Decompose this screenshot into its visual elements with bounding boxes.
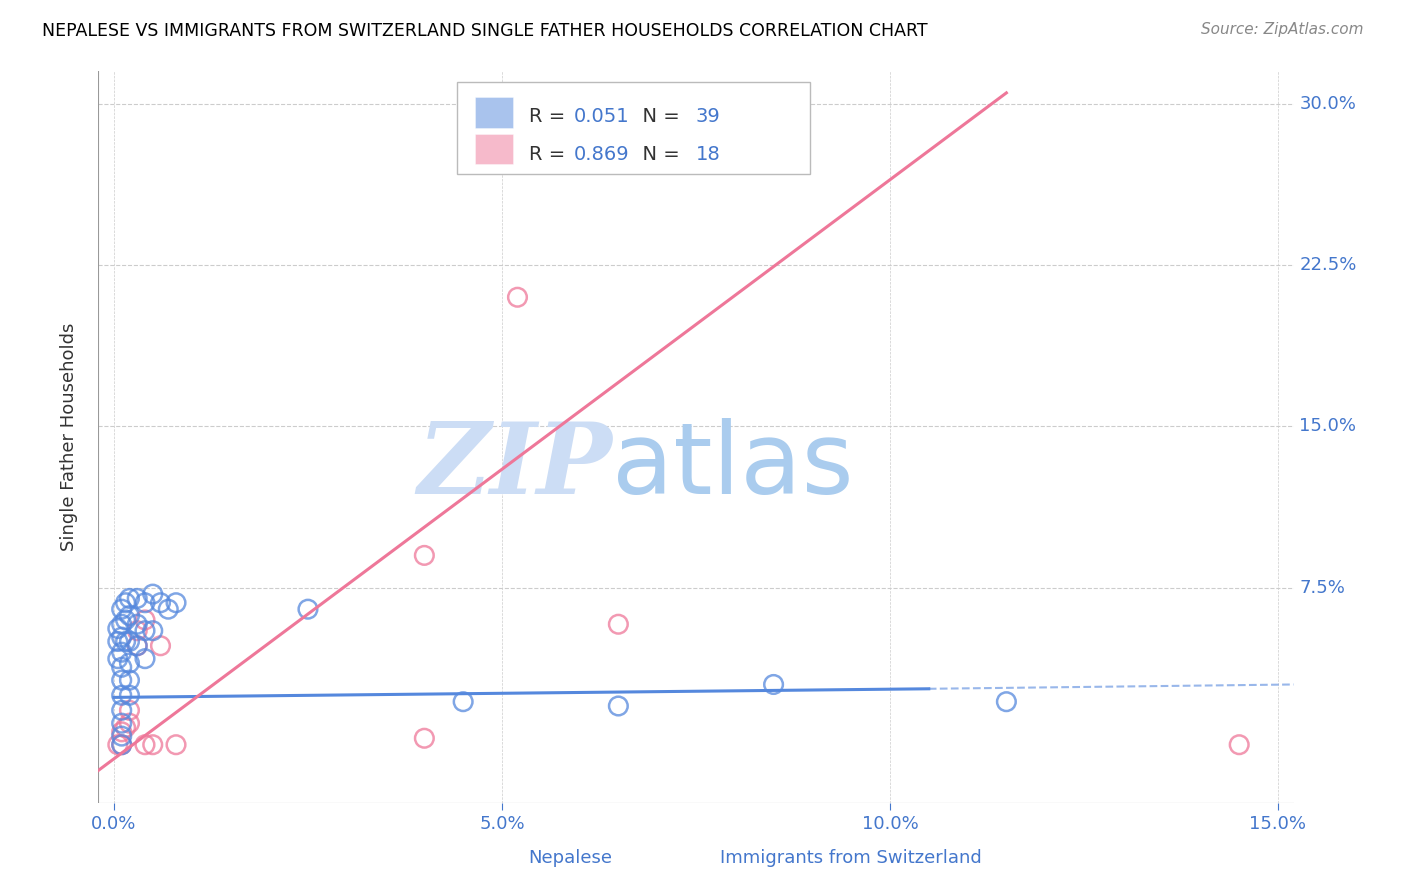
Point xyxy=(134,596,156,610)
Point xyxy=(645,107,668,121)
Text: Immigrants from Switzerland: Immigrants from Switzerland xyxy=(720,848,981,867)
Point xyxy=(127,639,149,653)
Point xyxy=(111,716,134,731)
Point xyxy=(111,738,134,752)
Point xyxy=(127,591,149,606)
Point xyxy=(157,602,180,616)
FancyBboxPatch shape xyxy=(682,846,713,870)
Point xyxy=(118,656,141,670)
Text: 30.0%: 30.0% xyxy=(1299,95,1357,112)
Point xyxy=(111,660,134,674)
Point xyxy=(107,651,129,665)
Point xyxy=(111,724,134,739)
Text: Nepalese: Nepalese xyxy=(529,848,613,867)
Point xyxy=(297,602,319,616)
Text: Source: ZipAtlas.com: Source: ZipAtlas.com xyxy=(1201,22,1364,37)
Text: 18: 18 xyxy=(696,145,721,163)
Point xyxy=(127,617,149,632)
Point xyxy=(134,624,156,638)
Point xyxy=(111,688,134,702)
Text: atlas: atlas xyxy=(612,417,853,515)
Point xyxy=(134,613,156,627)
Point xyxy=(111,602,134,616)
Text: 15.0%: 15.0% xyxy=(1299,417,1357,435)
Point xyxy=(134,738,156,752)
Text: R =: R = xyxy=(529,145,571,163)
FancyBboxPatch shape xyxy=(491,846,522,870)
Point xyxy=(142,624,165,638)
Text: 0.869: 0.869 xyxy=(574,145,630,163)
Text: NEPALESE VS IMMIGRANTS FROM SWITZERLAND SINGLE FATHER HOUSEHOLDS CORRELATION CHA: NEPALESE VS IMMIGRANTS FROM SWITZERLAND … xyxy=(42,22,928,40)
Point xyxy=(114,634,136,648)
Point xyxy=(107,738,129,752)
Point xyxy=(118,608,141,623)
Point xyxy=(413,549,436,563)
Text: 39: 39 xyxy=(696,107,721,126)
Point xyxy=(118,716,141,731)
Point xyxy=(111,617,134,632)
Point xyxy=(114,721,136,735)
Point xyxy=(607,698,630,713)
Point xyxy=(149,596,172,610)
Text: N =: N = xyxy=(630,145,686,163)
Point xyxy=(118,703,141,717)
Point xyxy=(111,703,134,717)
Text: 22.5%: 22.5% xyxy=(1299,256,1357,274)
Point xyxy=(607,617,630,632)
Point xyxy=(107,634,129,648)
Text: ZIP: ZIP xyxy=(418,418,612,515)
Point xyxy=(165,738,187,752)
Point xyxy=(134,651,156,665)
Point xyxy=(118,634,141,648)
Point xyxy=(111,630,134,644)
Point xyxy=(107,622,129,636)
Point xyxy=(1227,738,1250,752)
Point xyxy=(762,677,785,691)
Point xyxy=(114,613,136,627)
Point xyxy=(127,639,149,653)
Text: 7.5%: 7.5% xyxy=(1299,579,1346,597)
Point xyxy=(165,596,187,610)
FancyBboxPatch shape xyxy=(457,82,810,174)
Point xyxy=(114,596,136,610)
Text: N =: N = xyxy=(630,107,686,126)
Point xyxy=(111,645,134,659)
Point xyxy=(118,688,141,702)
Point xyxy=(413,731,436,746)
Point xyxy=(995,695,1018,709)
Y-axis label: Single Father Households: Single Father Households xyxy=(59,323,77,551)
Point xyxy=(111,738,134,752)
Point xyxy=(111,673,134,688)
FancyBboxPatch shape xyxy=(475,134,513,164)
Point xyxy=(127,624,149,638)
Point xyxy=(149,639,172,653)
Text: 0.051: 0.051 xyxy=(574,107,630,126)
Point xyxy=(142,587,165,601)
Point xyxy=(118,673,141,688)
FancyBboxPatch shape xyxy=(475,97,513,128)
Point xyxy=(118,591,141,606)
Point xyxy=(111,729,134,743)
Point xyxy=(451,695,474,709)
Point xyxy=(142,738,165,752)
Text: R =: R = xyxy=(529,107,571,126)
Point xyxy=(506,290,529,304)
